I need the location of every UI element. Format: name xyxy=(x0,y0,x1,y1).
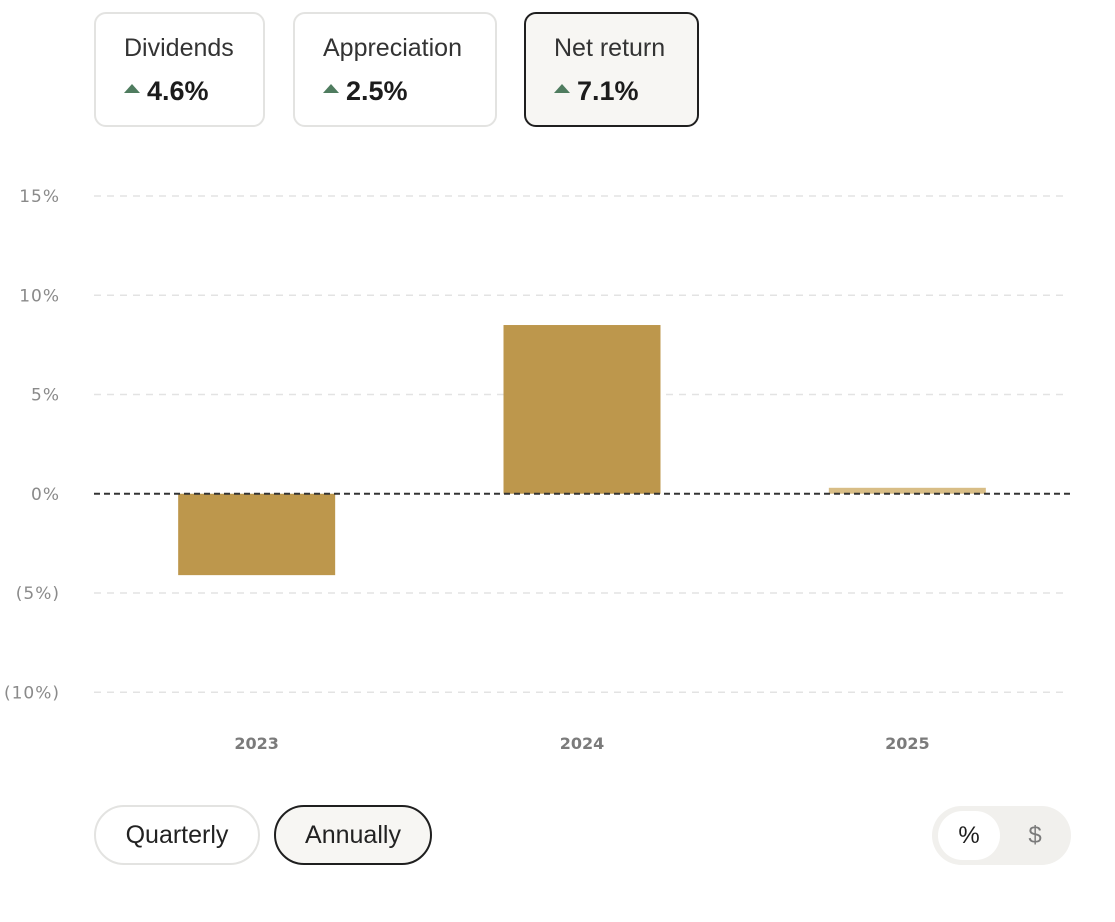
y-tick-label: (10%) xyxy=(4,683,60,703)
unit-option-label: % xyxy=(958,821,980,849)
y-tick-label: (5%) xyxy=(16,584,60,604)
returns-bar-chart: 15% 10% 5% 0% (5%) (10%) 2023 2024 2025 xyxy=(4,187,1072,753)
unit-option-dollar[interactable]: $ xyxy=(1004,811,1066,860)
metric-value: 4.6% xyxy=(147,76,209,106)
triangle-up-icon xyxy=(554,84,570,93)
unit-option-label: $ xyxy=(1028,821,1042,849)
y-tick-label: 5% xyxy=(31,386,60,406)
metric-value-row: 7.1% xyxy=(554,76,639,107)
bar-2023[interactable] xyxy=(178,493,336,576)
bar-2025[interactable] xyxy=(828,487,986,494)
period-option-annually[interactable]: Annually xyxy=(274,805,432,865)
metric-label: Dividends xyxy=(124,34,234,62)
metric-label: Net return xyxy=(554,34,666,62)
period-option-label: Annually xyxy=(305,820,401,849)
unit-option-percent[interactable]: % xyxy=(938,811,1000,860)
metric-card-dividends[interactable]: Dividends 4.6% xyxy=(94,12,265,127)
y-tick-label: 10% xyxy=(19,286,60,306)
x-tick-label: 2024 xyxy=(560,734,605,753)
x-tick-label: 2025 xyxy=(885,734,930,753)
unit-switch: % $ xyxy=(932,806,1071,865)
bar-2024[interactable] xyxy=(503,325,661,494)
metric-card-appreciation[interactable]: Appreciation 2.5% xyxy=(293,12,497,127)
triangle-up-icon xyxy=(124,84,140,93)
y-axis-ticks: 15% 10% 5% 0% (5%) (10%) xyxy=(4,187,60,703)
triangle-up-icon xyxy=(323,84,339,93)
y-tick-label: 0% xyxy=(31,485,60,505)
metric-value: 7.1% xyxy=(577,76,639,106)
metric-label: Appreciation xyxy=(323,34,462,62)
x-axis-ticks: 2023 2024 2025 xyxy=(234,734,929,753)
chart-bars xyxy=(178,325,986,576)
metric-value-row: 2.5% xyxy=(323,76,408,107)
metric-card-net-return[interactable]: Net return 7.1% xyxy=(524,12,699,127)
period-option-quarterly[interactable]: Quarterly xyxy=(94,805,260,865)
period-option-label: Quarterly xyxy=(125,820,229,849)
metric-value-row: 4.6% xyxy=(124,76,209,107)
metric-value: 2.5% xyxy=(346,76,408,106)
y-tick-label: 15% xyxy=(19,187,60,207)
x-tick-label: 2023 xyxy=(234,734,279,753)
